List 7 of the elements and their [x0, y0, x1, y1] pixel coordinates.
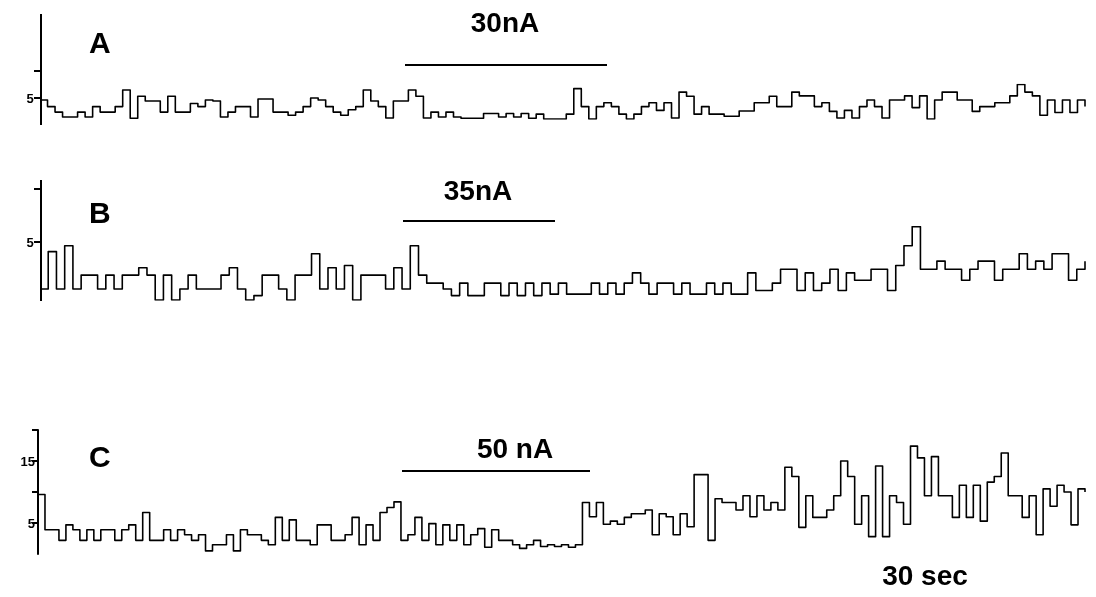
- chart-title: C: [89, 439, 111, 473]
- text: 30 sec: [882, 559, 968, 591]
- text: 35nA: [443, 174, 513, 206]
- annotation: 50 nA: [476, 432, 554, 464]
- text: 30nA: [470, 6, 540, 38]
- chart-title: A: [89, 25, 111, 59]
- chart-title: B: [89, 195, 111, 229]
